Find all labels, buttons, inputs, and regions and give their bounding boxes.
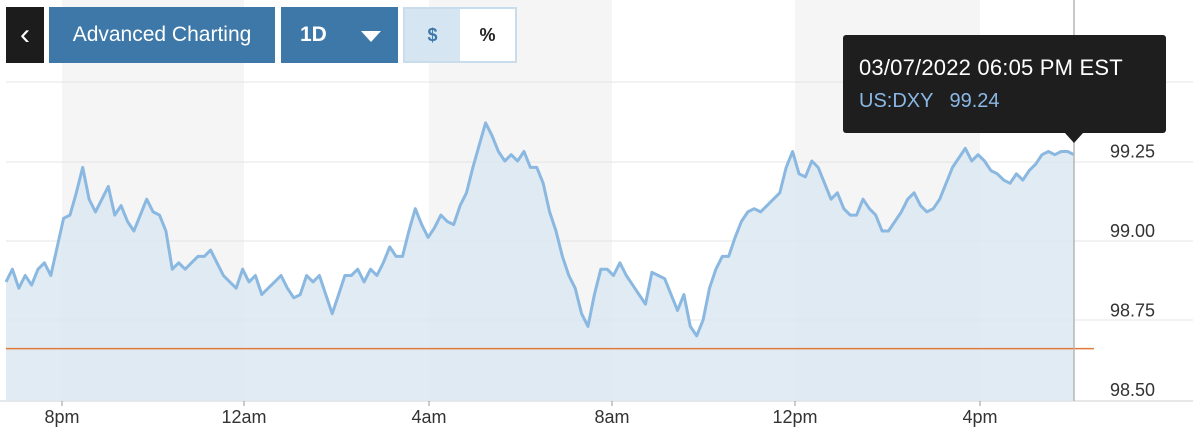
advanced-charting-label: Advanced Charting [72, 23, 252, 46]
tooltip-pointer [1065, 133, 1083, 143]
chart-toolbar: ‹ Advanced Charting 1D $ % [6, 7, 517, 63]
x-tick-label: 4am [411, 407, 446, 427]
advanced-charting-button[interactable]: Advanced Charting [49, 7, 275, 63]
y-axis: 99.25 99.00 98.75 98.50 [1110, 142, 1155, 401]
x-axis: 8pm 12am 4am 8am 12pm 4pm [44, 401, 998, 427]
chevron-left-icon: ‹ [20, 18, 30, 51]
x-tick-label: 4pm [962, 407, 997, 427]
dollar-toggle[interactable]: $ [405, 9, 460, 61]
y-tick-label: 99.25 [1110, 142, 1155, 162]
tooltip-value: 99.24 [949, 90, 1000, 112]
value-mode-toggle: $ % [403, 7, 517, 63]
data-tooltip: 03/07/2022 06:05 PM EST US:DXY 99.24 [843, 35, 1166, 143]
x-tick-label: 8pm [44, 407, 79, 427]
x-tick-label: 8am [594, 407, 629, 427]
caret-down-icon [360, 30, 381, 42]
back-button[interactable]: ‹ [6, 7, 44, 63]
tooltip-symbol: US:DXY [859, 90, 934, 112]
tooltip-series: US:DXY 99.24 [859, 90, 1000, 113]
x-tick-label: 12pm [772, 407, 817, 427]
price-line [4, 121, 1075, 338]
tooltip-datetime: 03/07/2022 06:05 PM EST [859, 55, 1123, 80]
range-label: 1D [300, 23, 327, 46]
range-dropdown[interactable]: 1D [281, 7, 398, 63]
y-tick-label: 99.00 [1110, 221, 1155, 241]
percent-toggle[interactable]: % [460, 9, 515, 61]
y-tick-label: 98.75 [1110, 301, 1155, 321]
price-area [6, 122, 1074, 402]
x-tick-label: 12am [221, 407, 266, 427]
y-tick-label: 98.50 [1110, 380, 1155, 400]
